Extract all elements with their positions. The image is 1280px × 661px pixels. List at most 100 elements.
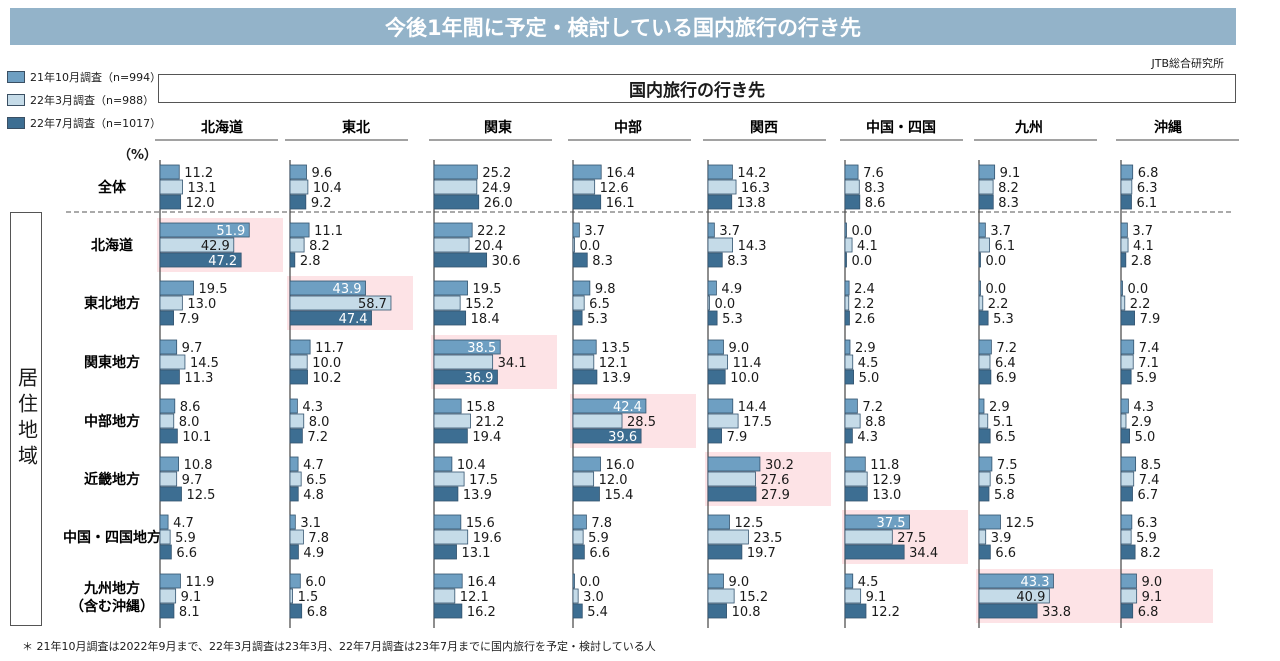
bar-r0-c6-s1	[978, 179, 994, 195]
data-label-r3-c0-s0: 9.7	[182, 341, 203, 356]
data-label-r2-c3-s2: 5.3	[587, 312, 608, 327]
data-label-r2-c7-s0: 0.0	[1128, 282, 1149, 297]
data-label-r0-c7-s0: 6.8	[1138, 166, 1159, 181]
bar-r5-c2-s2	[433, 486, 459, 502]
bar-r4-c1-s2	[289, 428, 303, 444]
bar-r7-c1-s0	[289, 573, 301, 589]
data-label-r3-c1-s0: 11.7	[315, 341, 344, 356]
bar-r1-c7-s0	[1120, 222, 1128, 238]
bar-r4-c0-s0	[159, 398, 176, 414]
data-label-r3-c2-s2: 36.9	[465, 371, 494, 386]
bar-r2-c7-s1	[1120, 295, 1126, 311]
bar-r4-c5-s2	[844, 428, 853, 444]
data-label-r4-c3-s2: 39.6	[608, 430, 637, 445]
data-label-r3-c2-s1: 34.1	[498, 356, 527, 371]
data-label-r1-c1-s2: 2.8	[300, 254, 321, 269]
bar-r4-c4-s1	[707, 413, 739, 429]
data-label-r6-c2-s2: 13.1	[462, 546, 491, 561]
bar-r7-c2-s0	[433, 573, 463, 589]
data-label-r3-c0-s2: 11.3	[184, 371, 213, 386]
bar-r1-c3-s2	[572, 252, 588, 268]
data-label-r0-c3-s0: 16.4	[606, 166, 635, 181]
bar-r3-c4-s0	[707, 339, 724, 355]
bar-r6-c7-s2	[1120, 544, 1136, 560]
data-label-r4-c6-s2: 6.5	[995, 430, 1016, 445]
data-label-r3-c3-s2: 13.9	[602, 371, 631, 386]
data-label-r4-c0-s1: 8.0	[179, 415, 200, 430]
data-label-r4-c0-s0: 8.6	[180, 400, 201, 415]
row-label-7: 九州地方	[83, 580, 140, 597]
bar-r6-c2-s0	[433, 514, 462, 530]
bar-r7-c3-s1	[572, 588, 579, 604]
data-label-r3-c7-s1: 7.1	[1138, 356, 1159, 371]
data-label-r5-c7-s0: 8.5	[1141, 458, 1162, 473]
row-label-3: 関東地方	[84, 354, 140, 371]
data-label-r7-c1-s0: 6.0	[305, 575, 326, 590]
bar-r5-c3-s0	[572, 456, 601, 472]
data-label-r0-c5-s2: 8.6	[865, 196, 886, 211]
bar-r3-c3-s0	[572, 339, 597, 355]
residence-region-label: 居住地域	[10, 212, 42, 626]
data-label-r5-c4-s0: 30.2	[765, 458, 794, 473]
data-label-r3-c5-s2: 5.0	[859, 371, 880, 386]
data-label-r1-c6-s1: 6.1	[994, 239, 1015, 254]
data-label-r5-c5-s0: 11.8	[870, 458, 899, 473]
bar-r6-c7-s1	[1120, 529, 1132, 545]
data-label-r6-c6-s1: 3.9	[991, 531, 1012, 546]
bar-r1-c6-s1	[978, 237, 990, 253]
bar-r6-c4-s1	[707, 529, 749, 545]
bar-r7-c6-s1	[978, 588, 1050, 604]
data-label-r2-c7-s2: 7.9	[1140, 312, 1161, 327]
data-label-r4-c3-s1: 28.5	[627, 415, 656, 430]
data-label-r1-c2-s1: 20.4	[474, 239, 503, 254]
bar-r4-c1-s1	[289, 413, 305, 429]
bar-r6-c6-s1	[978, 529, 987, 545]
data-label-r3-c1-s1: 10.0	[312, 356, 341, 371]
data-label-r6-c1-s2: 4.9	[303, 546, 324, 561]
bar-r5-c7-s0	[1120, 456, 1137, 472]
bar-r5-c1-s2	[289, 486, 299, 502]
data-label-r7-c2-s0: 16.4	[467, 575, 496, 590]
bar-r2-c4-s0	[707, 280, 717, 296]
bar-r1-c6-s2	[978, 252, 981, 268]
bar-r0-c0-s1	[159, 179, 183, 195]
column-header-0: 北海道	[201, 119, 243, 136]
bar-r6-c0-s1	[159, 529, 171, 545]
column-header-5: 中国・四国	[866, 119, 936, 136]
data-label-r6-c6-s2: 6.6	[995, 546, 1016, 561]
bar-r1-c2-s0	[433, 222, 473, 238]
data-label-r4-c7-s2: 5.0	[1135, 430, 1156, 445]
bar-r2-c5-s0	[844, 280, 850, 296]
data-label-r3-c4-s2: 10.0	[730, 371, 759, 386]
data-label-r1-c2-s0: 22.2	[477, 224, 506, 239]
bar-r1-c4-s2	[707, 252, 723, 268]
bar-r0-c5-s1	[844, 179, 860, 195]
bar-r7-c4-s2	[707, 603, 727, 619]
data-label-r7-c0-s0: 11.9	[185, 575, 214, 590]
data-label-r1-c0-s0: 51.9	[216, 224, 245, 239]
data-label-r2-c4-s0: 4.9	[721, 282, 742, 297]
bar-r2-c3-s1	[572, 295, 585, 311]
data-label-r5-c1-s2: 4.8	[303, 488, 324, 503]
data-label-r5-c0-s1: 9.7	[182, 473, 203, 488]
bar-r3-c2-s0	[433, 339, 501, 355]
data-label-r4-c2-s0: 15.8	[466, 400, 495, 415]
bar-r5-c4-s2	[707, 486, 757, 502]
bar-r0-c2-s2	[433, 194, 480, 210]
bar-r2-c6-s2	[978, 310, 989, 326]
bar-r4-c3-s2	[572, 428, 642, 444]
data-label-r3-c0-s1: 14.5	[190, 356, 219, 371]
bar-r7-c0-s0	[159, 573, 181, 589]
data-label-r4-c5-s0: 7.2	[862, 400, 883, 415]
bar-r5-c0-s2	[159, 486, 182, 502]
bar-r4-c0-s1	[159, 413, 175, 429]
row-label-2: 東北地方	[84, 295, 140, 312]
data-label-r5-c1-s1: 6.5	[306, 473, 327, 488]
bar-r6-c0-s0	[159, 514, 169, 530]
bar-r4-c6-s0	[978, 398, 985, 414]
bar-r1-c5-s2	[844, 252, 847, 268]
bar-r4-c6-s1	[978, 413, 989, 429]
data-label-r4-c4-s1: 17.5	[743, 415, 772, 430]
bar-r2-c1-s2	[289, 310, 372, 326]
